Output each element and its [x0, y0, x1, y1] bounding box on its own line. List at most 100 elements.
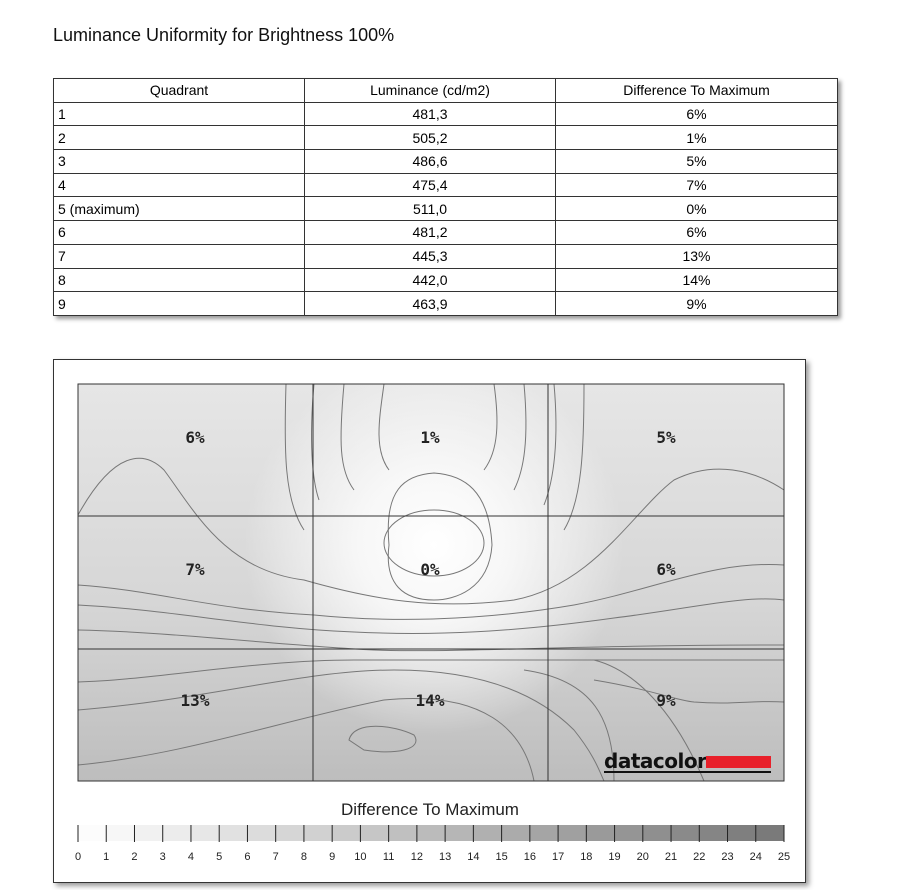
legend-swatch — [642, 825, 672, 841]
legend-swatch — [473, 825, 502, 841]
legend-swatch — [388, 825, 417, 841]
legend-tick-label: 13 — [439, 851, 451, 863]
legend-tick-label: 19 — [608, 851, 620, 863]
luminance-cell: 505,2 — [304, 125, 556, 151]
table-row: 1 481,3 6% — [53, 101, 838, 127]
uniformity-chart: 6% 1% 5% 7% 0% 6% 13% 14% 9% datacolor Differenc… — [53, 359, 806, 883]
quadrant-cell: 6 — [53, 220, 305, 245]
table-row: 6 481,2 6% — [53, 220, 838, 245]
legend-tick-label: 23 — [721, 851, 733, 863]
quadrant-cell: 2 — [53, 125, 305, 151]
legend-tick-label: 14 — [467, 851, 479, 863]
legend-tick-label: 15 — [495, 851, 507, 863]
difference-cell: 6% — [555, 101, 838, 127]
legend-swatch — [106, 825, 135, 841]
legend-swatch — [727, 825, 756, 841]
legend-swatch — [162, 825, 191, 841]
quadrant-label: 14% — [416, 691, 445, 710]
table-row: 7 445,3 13% — [53, 243, 838, 269]
quadrant-label: 0% — [420, 560, 440, 579]
legend-swatch — [416, 825, 446, 841]
contour-lines — [77, 383, 785, 782]
luminance-cell: 463,9 — [304, 291, 556, 316]
table-row: 4 475,4 7% — [53, 172, 838, 198]
difference-cell: 6% — [555, 220, 838, 245]
table-row: 3 486,6 5% — [53, 149, 838, 174]
legend-tick-label: 3 — [160, 851, 166, 863]
legend-swatch — [78, 825, 107, 841]
quadrant-label: 7% — [185, 560, 205, 579]
legend-tick-label: 10 — [354, 851, 366, 863]
heatmap-svg: 6% 1% 5% 7% 0% 6% 13% 14% 9% datacolor Differenc… — [75, 383, 790, 863]
difference-cell: 14% — [555, 267, 838, 293]
col-luminance: Luminance (cd/m2) — [304, 78, 556, 103]
difference-cell: 7% — [555, 172, 838, 198]
difference-cell: 9% — [555, 291, 838, 316]
page-title: Luminance Uniformity for Brightness 100% — [53, 25, 395, 45]
heatmap-highlight — [78, 384, 784, 781]
legend-title: Difference To Maximum — [341, 800, 519, 819]
luminance-cell: 475,4 — [304, 172, 556, 198]
luminance-cell: 481,2 — [304, 220, 556, 245]
difference-cell: 5% — [555, 149, 838, 174]
legend-tick-label: 0 — [75, 851, 81, 863]
table-row: 8 442,0 14% — [53, 267, 838, 293]
legend-tick-label: 1 — [103, 851, 109, 863]
legend-swatch — [445, 825, 474, 841]
quadrant-label: 6% — [185, 428, 205, 447]
legend-swatch — [755, 825, 784, 841]
quadrant-label: 1% — [420, 428, 440, 447]
legend-tick-label: 22 — [693, 851, 705, 863]
legend-swatch — [332, 825, 361, 841]
legend-tick-label: 9 — [329, 851, 335, 863]
quadrant-label: 9% — [656, 691, 676, 710]
legend-tick-label: 4 — [188, 851, 194, 863]
legend-swatch — [558, 825, 587, 841]
legend-tick-label: 20 — [637, 851, 649, 863]
quadrant-grid — [77, 383, 785, 782]
datacolor-logo: datacolor — [604, 749, 771, 773]
legend: 0 1 2 3 4 5 6 7 8 9 10 11 12 13 14 15 16 17 18 19 20 21 22 23 24… — [75, 825, 790, 863]
difference-cell: 1% — [555, 125, 838, 151]
luminance-cell: 445,3 — [304, 243, 556, 269]
legend-swatch — [586, 825, 615, 841]
legend-tick-label: 12 — [411, 851, 423, 863]
legend-swatch — [529, 825, 559, 841]
col-difference: Difference To Maximum — [555, 78, 838, 103]
difference-cell: 13% — [555, 243, 838, 269]
difference-cell: 0% — [555, 196, 838, 222]
legend-tick-label: 6 — [244, 851, 250, 863]
legend-swatch — [671, 825, 700, 841]
legend-tick-label: 21 — [665, 851, 677, 863]
quadrant-label: 13% — [181, 691, 210, 710]
legend-swatch — [614, 825, 643, 841]
table-row: 2 505,2 1% — [53, 125, 838, 151]
legend-tick-label: 5 — [216, 851, 222, 863]
quadrant-cell: 7 — [53, 243, 305, 269]
legend-swatch — [360, 825, 389, 841]
quadrant-label: 6% — [656, 560, 676, 579]
legend-swatch — [219, 825, 248, 841]
legend-swatch — [134, 825, 163, 841]
legend-swatch — [303, 825, 333, 841]
svg-text:datacolor: datacolor — [604, 749, 707, 773]
quadrant-cell: 4 — [53, 172, 305, 198]
legend-tick-label: 8 — [301, 851, 307, 863]
legend-swatch — [699, 825, 728, 841]
legend-swatch — [275, 825, 304, 841]
legend-tick-label: 24 — [750, 851, 762, 863]
table-header: Quadrant Luminance (cd/m2) Difference To… — [53, 78, 838, 103]
luminance-table: Quadrant Luminance (cd/m2) Difference To… — [53, 78, 838, 316]
legend-tick-label: 18 — [580, 851, 592, 863]
table-row: 5 (maximum) 511,0 0% — [53, 196, 838, 222]
quadrant-cell: 1 — [53, 101, 305, 127]
legend-tick-label: 11 — [383, 851, 394, 863]
quadrant-cell: 8 — [53, 267, 305, 293]
legend-swatch — [247, 825, 276, 841]
legend-tick-label: 7 — [273, 851, 279, 863]
luminance-cell: 486,6 — [304, 149, 556, 174]
col-quadrant: Quadrant — [53, 78, 305, 103]
quadrant-cell: 5 (maximum) — [53, 196, 305, 222]
quadrant-label: 5% — [656, 428, 676, 447]
legend-tick-label: 16 — [524, 851, 536, 863]
